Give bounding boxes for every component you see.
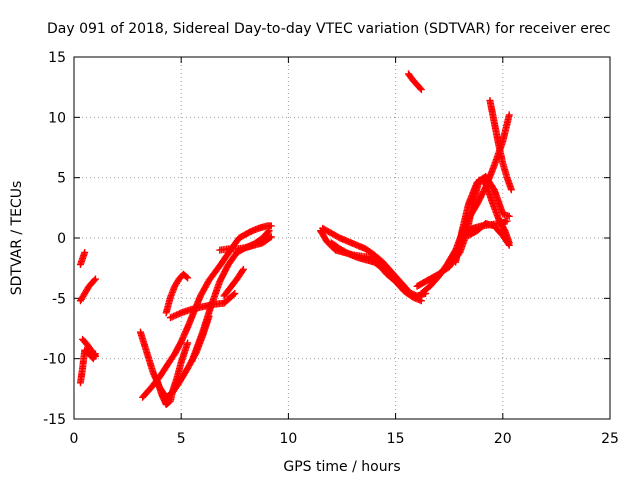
series-arc-8	[162, 270, 192, 317]
data-point	[267, 233, 275, 241]
y-axis-label: SDTVAR / TECUs	[9, 181, 25, 296]
data-point	[184, 274, 192, 282]
data-point	[267, 222, 275, 230]
x-tick-label: 5	[177, 431, 186, 447]
series-arc-7	[151, 339, 192, 409]
data-point	[91, 351, 99, 359]
series-arc-16	[404, 70, 425, 94]
y-tick-label: -10	[43, 352, 66, 368]
data-point	[505, 212, 513, 220]
data-point	[504, 240, 512, 248]
data-point	[91, 275, 99, 283]
data-point	[183, 273, 191, 281]
data-point	[417, 86, 425, 94]
x-tick-label: 10	[279, 431, 297, 447]
series-arc-4	[79, 335, 99, 360]
data-point	[91, 352, 99, 360]
chart-title: Day 091 of 2018, Sidereal Day-to-day VTE…	[47, 21, 611, 37]
y-tick-label: 5	[57, 171, 66, 187]
x-tick-label: 25	[601, 431, 619, 447]
data-point	[505, 241, 513, 249]
series-arc-12	[220, 265, 247, 300]
x-axis: 0 5 10 15 20 25	[70, 57, 619, 447]
x-axis-label: GPS time / hours	[283, 459, 400, 475]
data-point	[417, 297, 425, 305]
data-point	[239, 265, 247, 273]
data-point	[184, 339, 192, 347]
data-point	[503, 217, 511, 225]
data-point	[81, 248, 89, 256]
y-tick-label: -15	[43, 412, 66, 428]
data-point	[231, 290, 239, 298]
data-point	[416, 84, 424, 92]
series-arc-21	[464, 220, 513, 249]
x-tick-label: 0	[70, 431, 79, 447]
data-markers	[76, 70, 515, 409]
series-arc-2	[76, 275, 99, 305]
data-point	[265, 227, 273, 235]
x-tick-label: 20	[494, 431, 512, 447]
data-point	[266, 234, 274, 242]
y-tick-label: 15	[48, 50, 66, 66]
series-arc-9	[166, 290, 239, 322]
series-arc-15	[327, 239, 430, 300]
y-tick-label: -5	[52, 291, 66, 307]
series-arc-11	[216, 227, 273, 254]
y-tick-label: 0	[57, 231, 66, 247]
y-axis: -15 -10 -5 0 5 10 15	[43, 50, 610, 428]
data-point	[264, 228, 272, 236]
series-arc-22	[486, 96, 515, 194]
data-point	[238, 267, 246, 275]
y-tick-label: 10	[48, 110, 66, 126]
x-tick-label: 15	[387, 431, 405, 447]
data-point	[230, 291, 238, 299]
data-point	[507, 186, 515, 194]
series-arc-3	[76, 346, 99, 387]
series-arc-19	[452, 172, 513, 266]
data-point	[90, 276, 98, 284]
data-point	[505, 111, 513, 119]
series-arc-1	[76, 248, 89, 269]
